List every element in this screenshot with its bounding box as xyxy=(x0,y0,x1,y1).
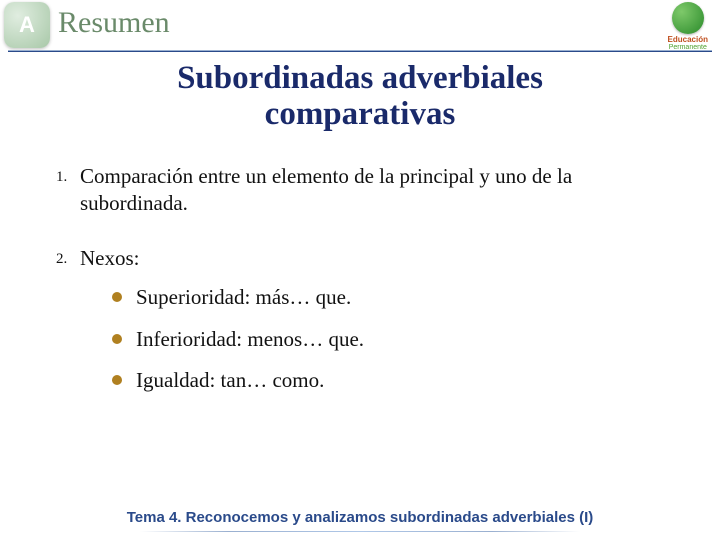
list-item-1: 1. Comparación entre un elemento de la p… xyxy=(56,163,664,218)
slide-title: Subordinadas adverbiales comparativas xyxy=(0,60,720,133)
brand-logo: Educación Permanente xyxy=(668,2,708,51)
list-text-2: Nexos: xyxy=(80,245,664,272)
slide: A Resumen Educación Permanente Subordina… xyxy=(0,0,720,540)
header-title: Resumen xyxy=(58,6,170,40)
header-divider xyxy=(8,50,712,52)
list-text-1: Comparación entre un elemento de la prin… xyxy=(80,163,664,218)
title-line2: comparativas xyxy=(265,96,456,132)
title-line1: Subordinadas adverbiales xyxy=(177,60,543,96)
summary-icon-letter: A xyxy=(19,12,35,38)
list-number-2: 2. xyxy=(56,245,80,272)
bullet-icon xyxy=(112,292,122,302)
brand-logo-text1: Educación xyxy=(668,35,708,44)
brand-logo-icon xyxy=(672,2,704,34)
list-item-2: 2. Nexos: xyxy=(56,245,664,272)
summary-icon: A xyxy=(4,2,50,48)
bullet-icon xyxy=(112,375,122,385)
sublist-item-3: Igualdad: tan… como. xyxy=(112,367,664,394)
sublist: Superioridad: más… que. Inferioridad: me… xyxy=(112,284,664,394)
sublist-text-1: Superioridad: más… que. xyxy=(136,284,351,311)
sublist-text-2: Inferioridad: menos… que. xyxy=(136,326,364,353)
body-content: 1. Comparación entre un elemento de la p… xyxy=(0,133,720,395)
sublist-item-1: Superioridad: más… que. xyxy=(112,284,664,311)
bullet-icon xyxy=(112,334,122,344)
footer-underline xyxy=(140,531,580,532)
sublist-item-2: Inferioridad: menos… que. xyxy=(112,326,664,353)
sublist-text-3: Igualdad: tan… como. xyxy=(136,367,324,394)
header-bar: A Resumen Educación Permanente xyxy=(0,0,720,54)
list-number-1: 1. xyxy=(56,163,80,218)
footer-text: Tema 4. Reconocemos y analizamos subordi… xyxy=(0,509,720,526)
